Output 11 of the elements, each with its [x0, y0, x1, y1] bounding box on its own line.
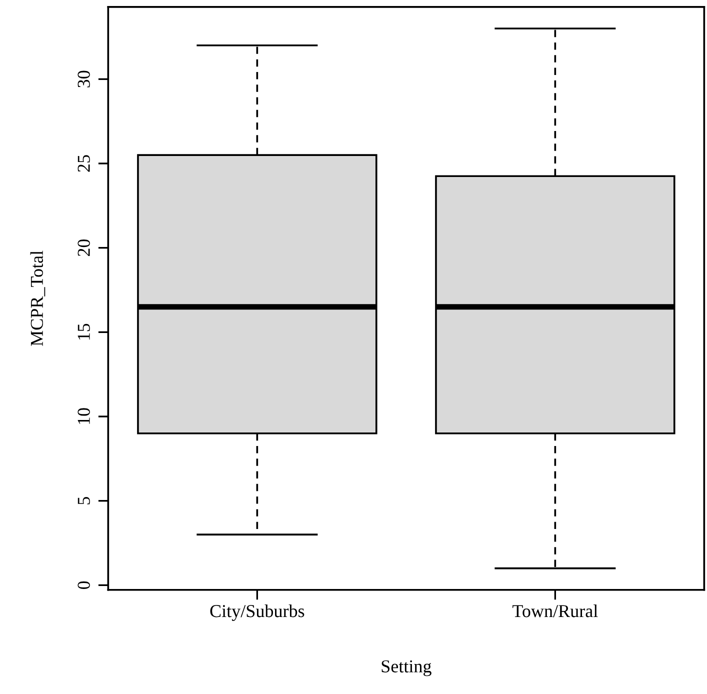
y-tick-label: 5 — [78, 497, 90, 504]
y-tick-label: 15 — [78, 324, 90, 340]
y-axis-title: MCPR_Total — [30, 250, 46, 346]
x-axis-title: Setting — [382, 660, 432, 676]
y-tick-label: 10 — [78, 408, 90, 424]
y-tick-label: 20 — [78, 239, 90, 256]
y-tick-label: 25 — [78, 155, 90, 172]
y-tick-label: 0 — [78, 581, 90, 589]
y-tick-label: 30 — [78, 70, 90, 88]
x-tick-label: Town/Rural — [512, 604, 598, 618]
x-tick-label: City/Suburbs — [210, 604, 304, 621]
